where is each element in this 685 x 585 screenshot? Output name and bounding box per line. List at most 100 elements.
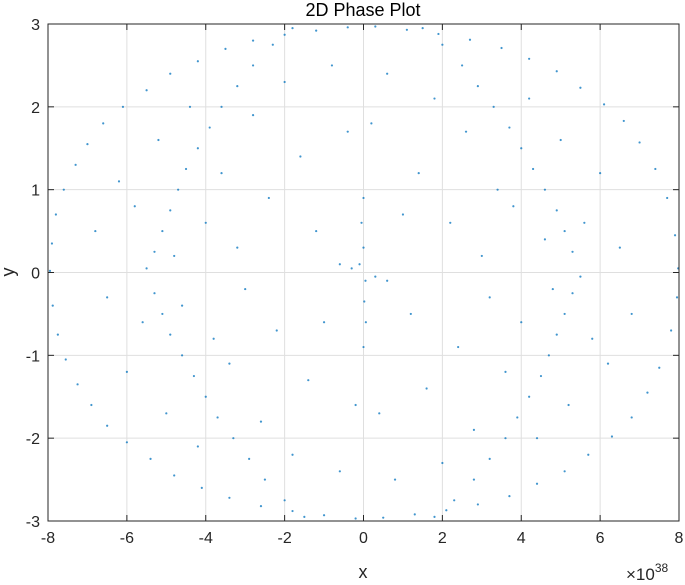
data-point: [555, 333, 558, 336]
data-point: [322, 321, 326, 324]
data-point: [571, 292, 574, 295]
data-point: [184, 167, 188, 171]
x-tick-label: 2: [438, 530, 447, 547]
data-point: [362, 196, 365, 200]
tick-marks: [47, 23, 680, 522]
data-point: [48, 269, 52, 272]
data-point: [173, 254, 176, 258]
data-point: [464, 130, 468, 133]
data-point: [125, 441, 128, 444]
data-point: [354, 517, 357, 520]
data-point: [559, 138, 562, 142]
data-point: [602, 103, 606, 106]
data-point: [488, 457, 491, 460]
data-point: [330, 64, 334, 67]
data-point: [196, 147, 199, 150]
data-point: [54, 213, 57, 216]
data-point: [236, 246, 239, 249]
data-point: [599, 172, 602, 175]
x-tick-labels: -8 -6 -4 -2 0 2 4 6 8: [41, 530, 684, 547]
data-point: [251, 64, 255, 67]
data-point: [488, 296, 491, 299]
data-point: [358, 263, 361, 266]
data-point: [188, 105, 192, 108]
data-point: [409, 312, 412, 316]
data-point: [583, 221, 586, 224]
data-point: [374, 25, 377, 28]
data-point: [364, 279, 367, 282]
data-point: [169, 333, 172, 336]
data-point: [204, 221, 207, 224]
data-point: [76, 383, 79, 386]
data-point: [528, 395, 531, 398]
data-point: [212, 337, 215, 340]
data-point: [141, 321, 144, 324]
data-point: [315, 29, 318, 32]
data-point: [421, 27, 424, 30]
data-point: [516, 416, 519, 419]
data-point: [571, 250, 574, 253]
data-point: [244, 287, 247, 291]
data-point: [153, 292, 156, 295]
y-tick-label: -1: [26, 348, 40, 365]
x-exponent-label: ×1038: [626, 561, 669, 584]
data-point: [271, 43, 274, 46]
data-point: [106, 424, 109, 427]
data-point: [587, 453, 590, 456]
data-point: [460, 64, 464, 67]
data-point: [204, 395, 207, 398]
data-point: [165, 412, 168, 415]
data-point: [579, 86, 582, 89]
x-tick-label: -4: [199, 530, 213, 547]
data-point: [567, 403, 570, 407]
data-point: [90, 403, 93, 407]
data-point: [220, 105, 223, 108]
data-point: [370, 122, 373, 125]
data-point: [468, 38, 472, 41]
data-point: [307, 379, 310, 382]
data-point: [441, 43, 444, 46]
chart-title: 2D Phase Plot: [305, 0, 420, 20]
data-point: [476, 503, 479, 506]
data-point: [283, 499, 286, 502]
data-point: [251, 39, 255, 42]
data-point: [666, 196, 669, 200]
y-tick-labels: -3 -2 -1 0 1 2 3: [26, 17, 40, 531]
data-point: [360, 221, 363, 224]
data-point: [220, 172, 223, 175]
data-point: [267, 196, 270, 200]
data-point: [675, 296, 679, 299]
data-point: [547, 354, 550, 357]
y-tick-label: 2: [31, 100, 40, 117]
data-point: [520, 147, 523, 150]
data-point: [563, 312, 566, 316]
data-point: [555, 209, 558, 212]
y-tick-label: 0: [31, 266, 40, 283]
data-point: [228, 496, 231, 499]
data-point: [224, 47, 227, 50]
x-tick-label: 6: [596, 530, 605, 547]
data-point: [145, 267, 148, 270]
data-point: [362, 246, 365, 249]
data-point: [535, 482, 539, 485]
data-point: [346, 26, 349, 29]
data-point: [425, 387, 428, 390]
y-tick-label: -2: [26, 431, 40, 448]
data-point: [149, 457, 152, 460]
data-point: [374, 275, 377, 278]
data-point: [492, 105, 495, 108]
data-point: [50, 242, 54, 245]
data-point: [630, 416, 633, 419]
data-point: [291, 27, 294, 30]
data-point: [476, 85, 479, 88]
data-point: [338, 263, 341, 266]
y-tick-label: -3: [26, 514, 40, 531]
data-point: [472, 428, 476, 431]
data-point: [508, 495, 511, 498]
data-point: [196, 445, 199, 448]
data-point: [283, 33, 286, 36]
data-point: [177, 188, 180, 191]
data-point: [145, 89, 148, 92]
data-points: [48, 25, 680, 520]
data-point: [208, 126, 211, 129]
